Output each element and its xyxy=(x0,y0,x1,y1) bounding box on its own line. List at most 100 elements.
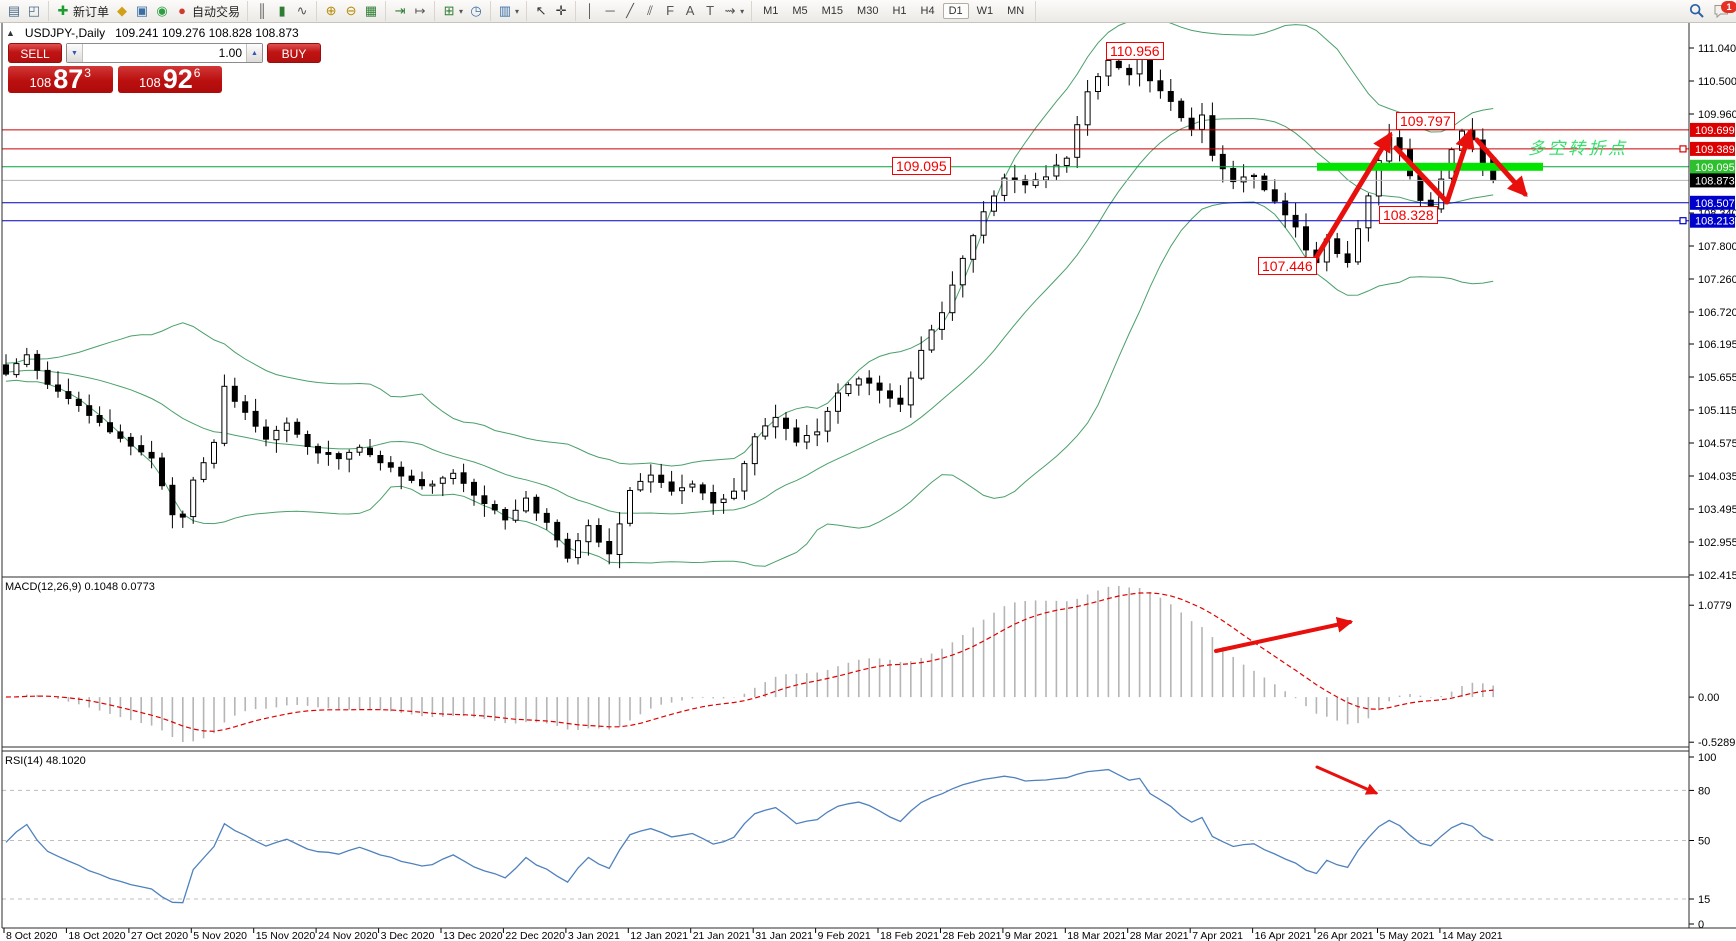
notifications-button[interactable]: 1 xyxy=(1713,1,1736,19)
volume-decrease-button[interactable]: ▼ xyxy=(67,44,83,62)
line-chart-style-button[interactable]: ∿ xyxy=(292,2,312,20)
svg-text:26 Apr 2021: 26 Apr 2021 xyxy=(1317,930,1374,941)
zoom-in-button[interactable]: ⊕ xyxy=(321,2,341,20)
market-watch-button[interactable]: ▤ xyxy=(4,2,24,20)
market-watch-icon: ▤ xyxy=(7,3,21,18)
period-clock-button[interactable]: ◷ xyxy=(466,2,486,20)
timeframe-mn-button[interactable]: MN xyxy=(1007,5,1025,17)
timeframe-m5-button[interactable]: M5 xyxy=(792,5,808,17)
candles xyxy=(3,47,1497,569)
main-toolbar: ▤ ◰ ✚ 新订单 ◆ ▣ ◉ ● 自动交易 ║ ▮ ∿ ⊕ ⊖ ▦ ⇥ ↦ ⊞ ▾ ◷ ▥ ▾ ↖ ✛ │ ─ ╱ ⫽ F A T ⇝ ▾ M1… xyxy=(0,0,1736,23)
sell-price-main: 87 xyxy=(53,64,84,94)
svg-text:18 Oct 2020: 18 Oct 2020 xyxy=(68,930,125,941)
toolbar-group: ⊞ ▾ ◷ xyxy=(435,1,492,21)
new-chart-caret-icon: ▾ xyxy=(459,6,464,16)
trendline-button[interactable]: ╱ xyxy=(620,2,640,20)
price-axis: 111.040110.500109.960108.340107.800107.2… xyxy=(1689,43,1736,931)
auto-trading-button[interactable]: ● 自动交易 xyxy=(172,2,243,20)
svg-text:12 Jan 2021: 12 Jan 2021 xyxy=(630,930,688,941)
zoom-out-button[interactable]: ⊖ xyxy=(341,2,361,20)
chart-shift-button[interactable]: ⇥ xyxy=(390,2,410,20)
cursor-button[interactable]: ↖ xyxy=(531,2,551,20)
bar-chart-style-button[interactable]: ║ xyxy=(252,2,272,20)
cursor-icon: ↖ xyxy=(535,3,547,18)
svg-text:3 Dec 2020: 3 Dec 2020 xyxy=(381,930,435,941)
svg-text:105.655: 105.655 xyxy=(1698,372,1736,384)
vertical-line-button[interactable]: │ xyxy=(580,2,600,20)
equidistant-channel-button[interactable]: ⫽ xyxy=(640,2,660,20)
bar-chart-style-icon: ║ xyxy=(257,3,267,18)
period-clock-icon: ◷ xyxy=(470,3,482,18)
rsi-level-lines xyxy=(2,789,1689,900)
volume-input[interactable] xyxy=(83,44,246,62)
turning-point-highlight-bar xyxy=(1317,162,1543,171)
horizontal-line-icon: ─ xyxy=(605,3,615,18)
candlestick-style-button[interactable]: ▮ xyxy=(272,2,292,20)
svg-text:-0.5289: -0.5289 xyxy=(1698,737,1735,749)
chart-shift-icon: ⇥ xyxy=(394,3,406,18)
svg-text:106.720: 106.720 xyxy=(1698,307,1736,319)
price-callout[interactable]: 109.797 xyxy=(1396,112,1455,130)
navigator-button[interactable]: ◰ xyxy=(24,2,44,20)
horizontal-line-button[interactable]: ─ xyxy=(600,2,620,20)
timeframe-h1-button[interactable]: H1 xyxy=(892,5,907,17)
trendline-icon: ╱ xyxy=(626,3,634,18)
svg-text:0: 0 xyxy=(1698,919,1704,931)
new-chart-button[interactable]: ⊞ ▾ xyxy=(439,2,466,20)
tile-windows-button[interactable]: ▦ xyxy=(361,2,381,20)
svg-text:21 Jan 2021: 21 Jan 2021 xyxy=(693,930,751,941)
price-callout[interactable]: 108.328 xyxy=(1379,206,1438,224)
arrows-shapes-button[interactable]: ⇝ ▾ xyxy=(720,2,747,20)
svg-text:0.00: 0.00 xyxy=(1698,692,1719,704)
equidistant-channel-icon: ⫽ xyxy=(647,3,653,18)
svg-text:28 Feb 2021: 28 Feb 2021 xyxy=(943,930,1002,941)
profiles-button[interactable]: ▥ ▾ xyxy=(495,2,522,20)
buy-button[interactable]: BUY xyxy=(267,43,321,63)
price-callout[interactable]: 107.446 xyxy=(1258,257,1317,275)
svg-text:5 Nov 2020: 5 Nov 2020 xyxy=(193,930,247,941)
collapse-triangle-icon[interactable]: ▲ xyxy=(6,28,15,38)
text-button[interactable]: A xyxy=(680,2,700,20)
annotation-arrows[interactable] xyxy=(1214,128,1528,795)
sell-button[interactable]: SELL xyxy=(8,43,62,63)
line-handle xyxy=(1679,217,1687,225)
svg-text:109.960: 109.960 xyxy=(1698,109,1736,121)
signals-button[interactable]: ◉ xyxy=(152,2,172,20)
one-click-trading-panel: SELL ▼ ▲ BUY 108 87 3 108 92 6 xyxy=(8,43,321,93)
price-callout[interactable]: 110.956 xyxy=(1106,42,1164,60)
toolbar-group: ⊕ ⊖ ▦ xyxy=(317,1,387,21)
timeframe-m1-button[interactable]: M1 xyxy=(763,5,779,17)
timeframe-w1-button[interactable]: W1 xyxy=(976,5,994,17)
timeframe-h4-button[interactable]: H4 xyxy=(920,5,935,17)
price-callout[interactable]: 109.095 xyxy=(892,157,951,175)
svg-text:14 May 2021: 14 May 2021 xyxy=(1442,930,1503,941)
new-order-button[interactable]: ✚ 新订单 xyxy=(53,2,112,20)
buy-price[interactable]: 108 92 6 xyxy=(117,66,222,93)
buy-price-prefix: 108 xyxy=(139,75,161,90)
fibonacci-button[interactable]: F xyxy=(660,2,680,20)
timeframe-d1-button[interactable]: D1 xyxy=(942,3,969,19)
timeframe-m15-button[interactable]: M15 xyxy=(821,5,844,17)
fibonacci-icon: F xyxy=(666,3,675,18)
profiles-icon: ▥ xyxy=(498,3,512,18)
macd-indicator-label: MACD(12,26,9) 0.1048 0.0773 xyxy=(5,581,155,593)
annotation-turning-point[interactable]: 多空转折点 xyxy=(1528,139,1628,158)
arrows-shapes-icon: ⇝ xyxy=(724,3,736,18)
expert-advisors-button[interactable]: ◆ xyxy=(112,2,132,20)
expert-advisors-icon: ◆ xyxy=(117,3,128,18)
timeframe-m30-button[interactable]: M30 xyxy=(857,5,879,17)
svg-text:107.800: 107.800 xyxy=(1698,241,1736,253)
auto-scroll-button[interactable]: ↦ xyxy=(410,2,430,20)
crosshair-button[interactable]: ✛ xyxy=(551,2,571,20)
market-button[interactable]: ▣ xyxy=(132,2,152,20)
sell-price[interactable]: 108 87 3 xyxy=(8,66,113,93)
text-label-button[interactable]: T xyxy=(700,2,720,20)
new-chart-icon: ⊞ xyxy=(443,3,455,18)
search-button[interactable] xyxy=(1689,3,1705,19)
auto-scroll-icon: ↦ xyxy=(414,3,426,18)
toolbar-group: ▥ ▾ xyxy=(491,1,528,21)
svg-text:3 Jan 2021: 3 Jan 2021 xyxy=(568,930,620,941)
text-icon: A xyxy=(685,3,695,18)
volume-increase-button[interactable]: ▲ xyxy=(246,44,262,62)
